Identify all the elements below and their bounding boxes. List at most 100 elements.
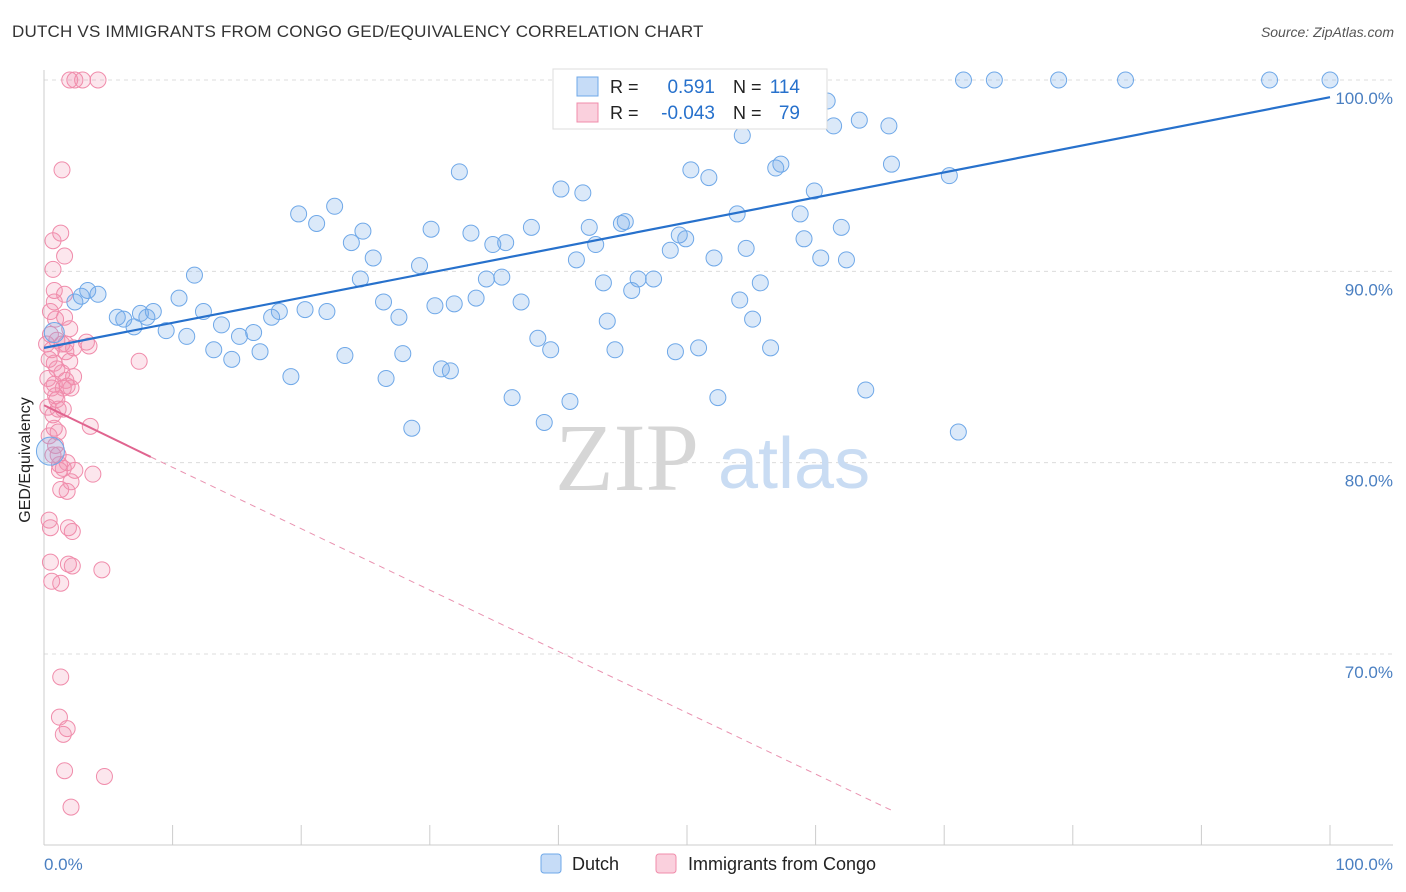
- chart-title: DUTCH VS IMMIGRANTS FROM CONGO GED/EQUIV…: [12, 22, 704, 41]
- stats-legend: R = 0.591 N = 114 R = -0.043 N = 79: [552, 68, 828, 130]
- legend-dutch-n-label: N =: [733, 77, 762, 97]
- dutch-point: [1050, 71, 1068, 89]
- dutch-point: [882, 155, 900, 173]
- x-tick-label-max: 100.0%: [1335, 855, 1393, 874]
- dutch-point: [422, 220, 440, 238]
- dutch-point: [772, 155, 790, 173]
- dutch-point: [390, 308, 408, 326]
- congo-point: [58, 720, 76, 738]
- dutch-point: [690, 339, 708, 357]
- congo-point: [62, 473, 80, 491]
- dutch-point: [43, 322, 65, 344]
- dutch-point: [733, 126, 751, 144]
- dutch-point: [1321, 71, 1339, 89]
- dutch-point: [512, 293, 530, 311]
- dutch-point: [484, 236, 502, 254]
- dutch-trend-line: [43, 96, 1331, 349]
- dutch-point: [375, 293, 393, 311]
- legend-dutch-r-value: 0.591: [667, 77, 715, 98]
- congo-trend-line: [43, 404, 152, 458]
- dutch-point: [567, 251, 585, 269]
- axes: [43, 70, 1393, 846]
- dutch-point: [296, 301, 314, 319]
- congo-point: [130, 352, 148, 370]
- dutch-point: [552, 180, 570, 198]
- dutch-point: [450, 163, 468, 181]
- dutch-points: [35, 71, 1339, 466]
- dutch-point: [700, 169, 718, 187]
- dutch-point: [223, 350, 241, 368]
- congo-point: [52, 574, 70, 592]
- dutch-point: [318, 303, 336, 321]
- dutch-point: [462, 224, 480, 242]
- congo-point: [63, 523, 81, 541]
- dutch-point: [185, 266, 203, 284]
- dutch-point: [245, 324, 263, 342]
- dutch-point: [832, 218, 850, 236]
- dutch-point: [403, 419, 421, 437]
- dutch-point: [364, 249, 382, 267]
- dutch-point: [89, 285, 107, 303]
- congo-point: [56, 247, 74, 265]
- congo-points: [38, 71, 148, 816]
- dutch-point: [880, 117, 898, 135]
- dutch-point: [377, 369, 395, 387]
- dutch-point: [212, 316, 230, 334]
- dutch-point: [66, 293, 84, 311]
- dutch-point: [985, 71, 1003, 89]
- source-label: Source: ZipAtlas.com: [1260, 24, 1394, 40]
- congo-point: [95, 767, 113, 785]
- dutch-point: [230, 327, 248, 345]
- congo-point: [44, 260, 62, 278]
- dutch-point: [290, 205, 308, 223]
- congo-point: [61, 320, 79, 338]
- dutch-point: [561, 392, 579, 410]
- dutch-point: [661, 241, 679, 259]
- legend-congo-swatch: [576, 102, 599, 123]
- congo-point: [74, 71, 92, 89]
- dutch-point: [825, 117, 843, 135]
- dutch-point: [35, 436, 65, 466]
- dutch-point: [251, 343, 269, 361]
- legend-congo-n-value: 79: [779, 103, 800, 124]
- dutch-point: [108, 308, 126, 326]
- dutch-point: [342, 234, 360, 252]
- watermark-zip: ZIP: [555, 404, 699, 511]
- congo-point: [56, 762, 74, 780]
- legend-congo-r-label: R =: [610, 103, 639, 123]
- dutch-point: [837, 251, 855, 269]
- legend-dutch-n-value: 114: [770, 77, 801, 98]
- y-tick-label: 70.0%: [1345, 663, 1393, 682]
- congo-point: [93, 561, 111, 579]
- congo-point: [65, 368, 83, 386]
- dutch-point: [594, 274, 612, 292]
- dutch-point: [529, 329, 547, 347]
- dutch-point: [308, 215, 326, 232]
- x-tick-label-min: 0.0%: [44, 855, 83, 874]
- dutch-point: [606, 341, 624, 359]
- congo-point: [62, 798, 80, 816]
- series-legend: Dutch Immigrants from Congo: [540, 853, 876, 874]
- dutch-point: [354, 222, 372, 240]
- dutch-point: [205, 341, 223, 359]
- dutch-point: [426, 297, 444, 315]
- dutch-point: [629, 270, 647, 288]
- dutch-point: [574, 184, 592, 202]
- congo-point: [61, 71, 79, 89]
- congo-point: [58, 482, 76, 500]
- dutch-point: [762, 339, 780, 357]
- legend-dutch-marker: [540, 853, 562, 874]
- dutch-point: [441, 362, 459, 380]
- dutch-point: [682, 161, 700, 179]
- dutch-point: [411, 257, 429, 275]
- dutch-point: [598, 312, 616, 330]
- y-tick-labels: 70.0% 80.0% 90.0% 100.0%: [1335, 89, 1393, 682]
- dutch-point: [326, 197, 344, 215]
- legend-dutch-label: Dutch: [572, 854, 619, 874]
- dutch-point: [477, 270, 495, 288]
- dutch-point: [677, 230, 695, 248]
- dutch-point: [850, 111, 868, 129]
- dutch-point: [72, 287, 90, 305]
- congo-point: [81, 417, 99, 435]
